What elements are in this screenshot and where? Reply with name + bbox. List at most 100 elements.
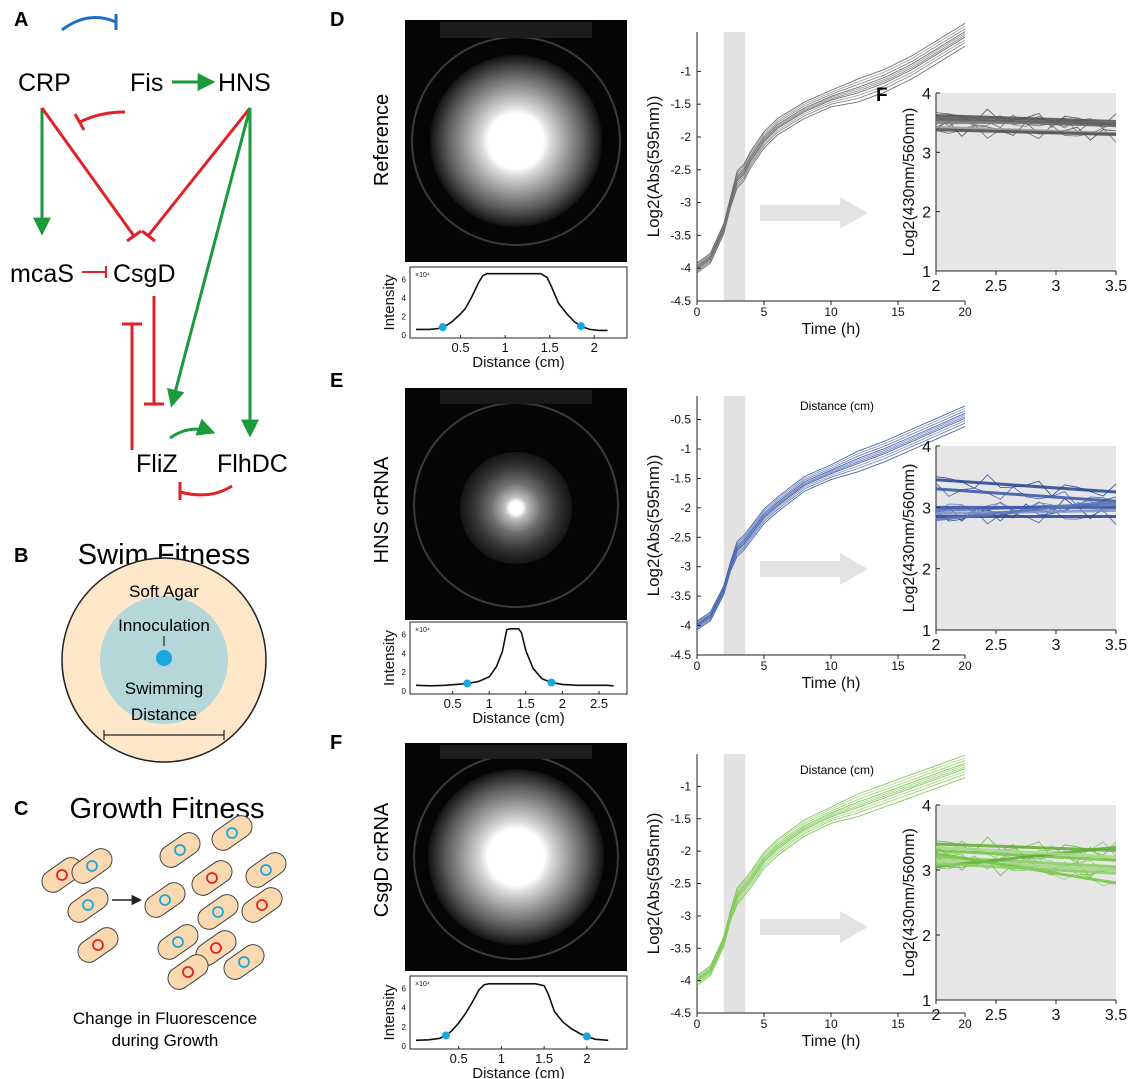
cell-body [159,832,201,868]
y-tick-label: -1 [680,64,691,78]
inset-y-axis-label: Log2(430nm/560nm) [901,108,918,257]
y-tick-label: 4 [402,1004,407,1013]
y-tick-label: -3 [680,560,691,574]
profile-line [416,272,608,332]
y-tick-label: 1 [922,993,931,1010]
y-tick-label: -4.5 [670,294,691,308]
growth-x-axis-label: Time (h) [802,1033,861,1050]
growth-y-axis-label: Log2(Abs(595nm)) [644,813,663,955]
y-tick-label: -4 [680,974,691,988]
x-tick-label: 2.5 [590,696,608,711]
blue-fluorescence-marker [212,906,224,918]
edge-fis-crp [61,16,117,32]
intensity-profile-hns: 0.5 1 1.5 2 2.5 0 2 4 6 ×10⁴ Distance (cm) Intensit… [381,621,628,727]
x-tick-label: 1 [486,696,493,711]
ratio-fit-line [935,845,1117,859]
y-tick-label: -0.5 [670,413,691,427]
y-tick-label: 0 [402,331,407,340]
x-tick-label: 0 [694,1017,701,1031]
growth-replicate-line [696,22,966,264]
exponent-label: ×10⁴ [415,627,430,634]
panel-letter-f-inset: F [876,85,888,106]
arrow-shape-csgd [760,911,868,943]
y-tick-label: 2 [922,928,931,945]
swim-edge-dot [463,679,472,688]
edge-fliz-flhdc [169,418,216,440]
node-flhdc: FlhDC [217,450,288,478]
intensity-profile-reference: 0.5 1 1.5 2 0 2 4 6 ×10⁴ Distance (cm) Intensity [381,266,628,371]
bacterium-cell [159,832,201,868]
bacterium-cell [157,924,199,960]
panel-b: B Swim Fitness Soft Agar Innoculation Sw… [14,539,267,763]
arrow-shape-hns [760,553,868,585]
y-tick-label: -1.5 [670,812,691,826]
x-tick-label: 2 [932,637,941,654]
blue-fluorescence-marker [82,899,94,911]
y-tick-label: 0 [402,687,407,696]
ratio-fit-line [935,114,1117,123]
y-tick-label: 2 [402,1023,407,1032]
ratio-fit-line [935,845,1117,869]
profile-frame [409,621,628,695]
x-tick-label: 20 [958,305,972,319]
blue-fluorescence-marker [260,864,272,876]
profile-x-axis-label: Distance (cm) [472,354,565,371]
ratio-fit-line [935,508,1117,515]
node-fliz: FliZ [136,450,178,478]
bacterium-cell [245,852,287,888]
node-csgd: CsgD [113,260,176,288]
x-tick-label: 2 [932,1007,941,1024]
growth-curve-csgd: 0 5 10 15 20 -4.5 -4 -3.5 -3 -2.5 -2 -1.5 -1 Time (h)… [644,754,972,1050]
x-tick-label: 2.5 [985,1007,1007,1024]
cell-body [241,887,283,923]
x-tick-label: 3 [1052,278,1061,295]
y-tick-label: 2 [402,312,407,321]
panel-letter-c: C [14,798,28,820]
bacterium-cell [223,944,265,980]
y-tick-label: 4 [402,649,407,658]
x-tick-label: 2 [583,1051,590,1066]
plate-image-csgd [405,743,627,971]
profile-frame [409,975,628,1050]
panel-letter-f: F [330,732,342,754]
y-tick-label: -2 [680,130,691,144]
y-tick-label: -2.5 [670,877,691,891]
x-tick-label: 5 [761,1017,768,1031]
growth-caption-line1: Change in Fluorescence [73,1009,257,1028]
y-tick-label: -3.5 [670,228,691,242]
plate-image-reference [405,20,627,262]
y-tick-label: 2 [922,205,931,222]
soft-agar-label: Soft Agar [129,582,199,601]
bacterium-cell [77,927,119,963]
growth-y-axis-label: Log2(Abs(595nm)) [644,455,663,597]
annotation-csgd: Distance (cm) [800,763,874,777]
y-tick-label: -4 [680,261,691,275]
y-tick-label: 3 [922,500,931,517]
x-tick-label: 10 [824,659,838,673]
cell-body [211,815,253,851]
cell-body [71,848,113,884]
bacterium-cell [241,887,283,923]
x-tick-label: 5 [761,659,768,673]
bacterium-cell [197,894,239,930]
blue-fluorescence-marker [172,936,184,948]
exponent-label: ×10⁴ [415,272,430,279]
row-label-reference: Reference [371,94,393,186]
panel-c: C Growth Fitness Change in Fluorescence … [14,793,287,1050]
ratio-fit-line [935,499,1117,522]
x-tick-label: 2 [932,278,941,295]
inset-background [936,805,1116,1000]
blue-fluorescence-marker [86,860,98,872]
y-tick-label: -1 [680,442,691,456]
y-tick-label: 2 [922,562,931,579]
profile-y-axis-label: Intensity [381,274,398,330]
blue-fluorescence-marker [226,827,238,839]
x-tick-label: 0 [694,659,701,673]
ratio-fit-line [935,478,1117,494]
cell-body [245,852,287,888]
blue-fluorescence-marker [238,956,250,968]
blue-fluorescence-marker [174,844,186,856]
intensity-profile-csgd: 0.5 1 1.5 2 0 2 4 6 ×10⁴ Distance (cm) Intensity [381,975,628,1079]
